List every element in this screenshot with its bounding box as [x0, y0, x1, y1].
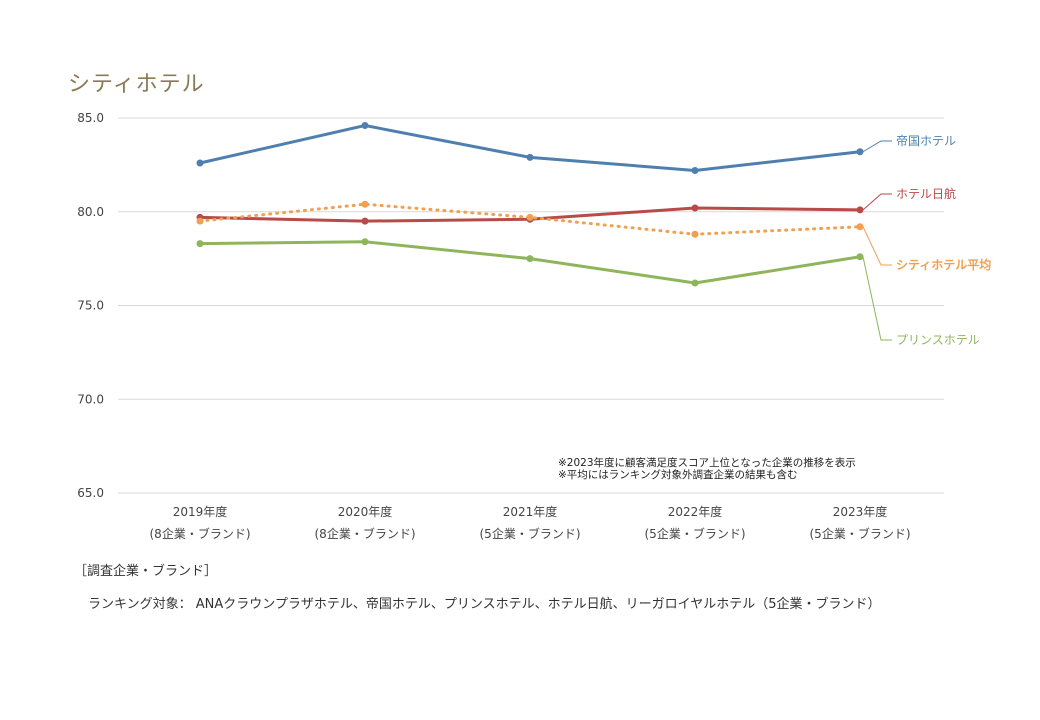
- annotation: ※2023年度に顧客満足度スコア上位となった企業の推移を表示: [558, 456, 856, 469]
- series-line: [198, 240, 862, 285]
- data-point: [526, 153, 534, 161]
- x-tick-sublabel: (8企業・ブランド): [315, 526, 416, 541]
- y-tick-label: 65.0: [77, 486, 104, 500]
- series-group: [196, 122, 864, 287]
- x-tick-label: 2023年度: [833, 504, 888, 519]
- survey-notes: ［調査企業・ブランド］ ランキング対象： ANAクラウンプラザホテル、帝国ホテル…: [74, 560, 881, 612]
- data-point: [196, 159, 204, 167]
- ranking-targets: ランキング対象： ANAクラウンプラザホテル、帝国ホテル、プリンスホテル、ホテル…: [88, 597, 881, 612]
- data-point: [691, 167, 699, 174]
- x-tick-sublabel: (5企業・ブランド): [480, 526, 581, 541]
- y-tick-label: 85.0: [77, 111, 104, 125]
- y-tick-label: 75.0: [77, 299, 104, 313]
- leader-line: [862, 226, 892, 266]
- x-tick-label: 2019年度: [173, 504, 228, 519]
- series-label: シティホテル平均: [896, 257, 991, 272]
- annotations: ※2023年度に顧客満足度スコア上位となった企業の推移を表示※平均にはランキング…: [558, 456, 856, 481]
- y-axis: 85.0 80.0 75.0 70.0 65.0: [77, 111, 104, 500]
- data-point: [691, 279, 699, 287]
- annotation: ※平均にはランキング対象外調査企業の結果も含む: [558, 468, 797, 481]
- data-point: [361, 122, 369, 129]
- x-tick-sublabel: (8企業・ブランド): [150, 526, 251, 541]
- x-axis: 2019年度 (8企業・ブランド) 2020年度 (8企業・ブランド) 2021年度 (5…: [150, 504, 911, 541]
- data-point: [691, 204, 699, 212]
- y-tick-label: 70.0: [77, 392, 104, 406]
- x-tick-label: 2020年度: [338, 504, 393, 519]
- grid-lines: [118, 117, 944, 494]
- data-point: [691, 230, 699, 238]
- x-tick-sublabel: (5企業・ブランド): [810, 526, 911, 541]
- line-chart: 85.0 80.0 75.0 70.0 65.0 2019年度 (8企業・ブランド) 202…: [77, 111, 991, 541]
- y-tick-label: 80.0: [77, 205, 104, 219]
- data-point: [856, 253, 864, 261]
- series-label: 帝国ホテル: [896, 133, 956, 148]
- x-tick-label: 2022年度: [668, 504, 723, 519]
- x-tick-sublabel: (5企業・ブランド): [645, 526, 746, 541]
- data-point: [856, 206, 864, 214]
- series-label: プリンスホテル: [896, 333, 980, 347]
- data-point: [526, 255, 534, 263]
- data-point: [856, 223, 864, 231]
- leader-line: [862, 140, 892, 153]
- data-point: [196, 217, 204, 225]
- data-point: [526, 213, 534, 221]
- notes-heading: ［調査企業・ブランド］: [74, 564, 218, 579]
- series-label: ホテル日航: [896, 186, 956, 201]
- data-point: [361, 200, 369, 208]
- x-tick-label: 2021年度: [503, 504, 558, 519]
- leader-line: [862, 193, 892, 211]
- data-point: [361, 238, 369, 246]
- data-point: [196, 240, 204, 248]
- data-point: [361, 217, 369, 225]
- leader-line: [862, 256, 892, 341]
- data-point: [856, 148, 864, 156]
- chart-title: シティホテル: [68, 72, 205, 97]
- series-line: [198, 124, 862, 172]
